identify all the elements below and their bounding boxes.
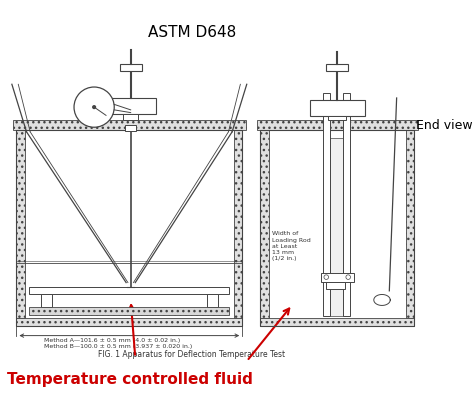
Bar: [105, 98, 156, 114]
Bar: [13, 120, 246, 130]
Bar: [41, 295, 52, 307]
Bar: [17, 130, 242, 326]
Bar: [406, 130, 414, 318]
Circle shape: [324, 275, 328, 279]
Bar: [234, 130, 242, 318]
Bar: [17, 130, 25, 318]
Bar: [29, 287, 229, 295]
Circle shape: [346, 275, 350, 279]
Bar: [17, 318, 242, 326]
Bar: [321, 273, 354, 282]
Text: Temperature controlled fluid: Temperature controlled fluid: [7, 372, 253, 387]
Text: Method B—100.0 ± 0.5 mm (3.937 ± 0.020 in.): Method B—100.0 ± 0.5 mm (3.937 ± 0.020 i…: [44, 344, 192, 349]
Bar: [260, 130, 414, 326]
Bar: [207, 295, 218, 307]
Text: Method A—101.6 ± 0.5 mm (4.0 ± 0.02 in.): Method A—101.6 ± 0.5 mm (4.0 ± 0.02 in.): [44, 338, 180, 344]
Bar: [326, 64, 348, 71]
Text: FIG. 1 Apparatus for Deflection Temperature Test: FIG. 1 Apparatus for Deflection Temperat…: [99, 350, 285, 359]
Bar: [343, 93, 350, 317]
Bar: [323, 93, 330, 317]
Bar: [328, 116, 346, 120]
Text: End view: End view: [416, 119, 473, 132]
Bar: [125, 125, 136, 131]
Bar: [330, 138, 343, 317]
Bar: [326, 282, 345, 289]
Bar: [310, 100, 365, 116]
Circle shape: [74, 87, 114, 127]
Text: ASTM D648: ASTM D648: [148, 25, 236, 40]
Bar: [123, 114, 138, 120]
Bar: [260, 130, 269, 318]
Bar: [29, 307, 229, 315]
Bar: [120, 64, 142, 71]
Bar: [260, 318, 414, 326]
Text: Width of
Loading Rod
at Least
13 mm
(1/2 in.): Width of Loading Rod at Least 13 mm (1/2…: [273, 231, 311, 261]
Circle shape: [93, 106, 95, 109]
Bar: [257, 120, 418, 130]
